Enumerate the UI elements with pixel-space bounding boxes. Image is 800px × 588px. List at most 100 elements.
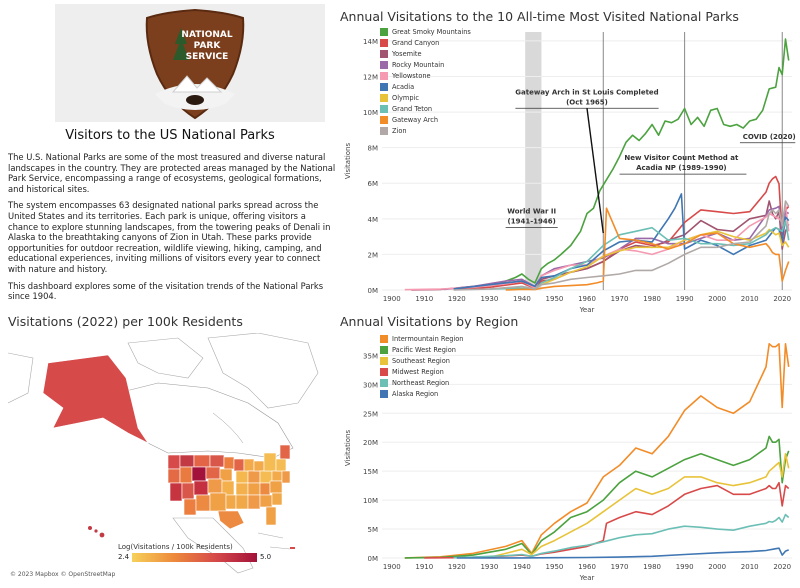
x-tick-label: 1970 <box>611 563 629 571</box>
y-tick-label: 10M <box>363 497 378 505</box>
y-tick-label: 2M <box>368 251 379 259</box>
logo-text-service: SERVICE <box>186 52 229 62</box>
series-line[interactable] <box>489 453 790 559</box>
series-line[interactable] <box>404 435 790 559</box>
nps-arrowhead-logo: NATIONAL PARK SERVICE <box>145 8 245 120</box>
top-legend-item[interactable]: Rocky Mountain <box>380 59 471 70</box>
bottom-legend-item[interactable]: Pacific West Region <box>380 344 463 355</box>
x-tick-label: 1990 <box>676 295 694 303</box>
legend-label: Rocky Mountain <box>392 60 445 69</box>
x-tick-label: 1930 <box>480 563 498 571</box>
series-line[interactable] <box>456 175 790 290</box>
series-line[interactable] <box>489 219 790 290</box>
legend-label: Intermountain Region <box>392 334 464 343</box>
map-credit: © 2023 Mapbox © OpenStreetMap <box>10 571 116 578</box>
x-axis-label: Year <box>579 574 595 582</box>
x-tick-label: 1940 <box>513 563 531 571</box>
legend-swatch <box>380 60 388 69</box>
map-canvas[interactable] <box>8 333 330 583</box>
top-legend-item[interactable]: Great Smoky Mountains <box>380 26 471 37</box>
top-line-chart[interactable]: 0M 2M 4M 6M 8M 10M 12M 14M 1900 1910 1920 1930 1940 1… <box>340 26 800 320</box>
series-line[interactable] <box>453 193 790 290</box>
map-title: Visitations (2022) per 100k Residents <box>8 314 243 329</box>
x-tick-label: 1980 <box>643 563 661 571</box>
legend-label: Yosemite <box>392 49 422 58</box>
series-line[interactable] <box>456 547 789 559</box>
y-tick-label: 0M <box>368 287 379 295</box>
series-line[interactable] <box>404 343 790 559</box>
top-legend-item[interactable]: Grand Canyon <box>380 37 471 48</box>
y-axis-label: Visitations <box>344 143 352 180</box>
annotation: New Visitor Count Method at Acadia NP (19… <box>619 154 747 175</box>
x-tick-label: 1910 <box>415 295 433 303</box>
annotation-text: Acadia NP (1989-1990) <box>636 164 727 172</box>
map-legend-min: 2.4 <box>118 553 130 561</box>
top-legend-item[interactable]: Zion <box>380 126 471 137</box>
legend-label: Grand Canyon <box>392 38 440 47</box>
series-line[interactable] <box>492 38 790 289</box>
legend-label: Zion <box>392 127 407 136</box>
series-line[interactable] <box>424 481 790 559</box>
annotation-text: New Visitor Count Method at <box>624 154 739 162</box>
series-line[interactable] <box>453 513 790 559</box>
y-tick-label: 8M <box>368 145 379 153</box>
x-tick-label: 2020 <box>773 563 791 571</box>
annotation: Gateway Arch in St Louis Completed (Oct 1… <box>515 88 659 234</box>
legend-label: Northeast Region <box>392 378 450 387</box>
legend-swatch <box>380 83 388 92</box>
legend-swatch <box>380 105 388 114</box>
y-tick-label: 10M <box>363 109 378 117</box>
bottom-legend-item[interactable]: Intermountain Region <box>380 333 463 344</box>
top-legend-item[interactable]: Acadia <box>380 81 471 92</box>
annotation-text: Gateway Arch in St Louis Completed <box>515 88 658 96</box>
x-tick-label: 1950 <box>546 563 564 571</box>
annotation: COVID (2020) <box>739 133 796 144</box>
x-tick-label: 2000 <box>708 563 726 571</box>
map-color-scale <box>132 553 257 562</box>
legend-label: Yellowstone <box>392 71 431 80</box>
choropleth-map[interactable] <box>8 333 330 583</box>
legend-label: Acadia <box>392 83 415 92</box>
legend-label: Grand Teton <box>392 105 433 114</box>
legend-swatch <box>380 378 388 387</box>
logo-text-park: PARK <box>194 41 222 51</box>
y-tick-label: 4M <box>368 216 379 224</box>
top-chart-title: Annual Visitations to the 10 All-time Mo… <box>340 9 739 24</box>
top-chart-legend[interactable]: Great Smoky Mountains Grand Canyon Yosemit… <box>380 26 471 137</box>
bottom-legend-item[interactable]: Midwest Region <box>380 366 463 377</box>
intro-paragraph-2: The system encompasses 63 designated nat… <box>8 200 331 274</box>
bottom-legend-item[interactable]: Northeast Region <box>380 377 463 388</box>
intro-text: The U.S. National Parks are some of the … <box>8 152 338 308</box>
bottom-line-chart[interactable]: 0M 5M 10M 15M 20M 25M 30M 35M 1900 1910 1920 1930 19… <box>340 332 800 588</box>
legend-swatch <box>380 94 388 103</box>
top-legend-item[interactable]: Yellowstone <box>380 70 471 81</box>
annotation-text: COVID (2020) <box>743 133 796 141</box>
legend-swatch <box>380 38 388 47</box>
x-tick-label: 2000 <box>708 295 726 303</box>
legend-swatch <box>380 390 388 399</box>
series-line[interactable] <box>515 228 790 291</box>
legend-label: Great Smoky Mountains <box>392 27 471 36</box>
bottom-legend-item[interactable]: Southeast Region <box>380 355 463 366</box>
x-axis-label: Year <box>579 306 595 314</box>
x-tick-label: 2010 <box>741 295 759 303</box>
top-legend-item[interactable]: Grand Teton <box>380 104 471 115</box>
top-legend-item[interactable]: Yosemite <box>380 48 471 59</box>
series-line[interactable] <box>505 207 790 291</box>
x-tick-label: 2010 <box>741 563 759 571</box>
x-tick-label: 1920 <box>448 563 466 571</box>
series-line[interactable] <box>453 200 790 291</box>
x-tick-label: 1940 <box>513 295 531 303</box>
x-tick-label: 1950 <box>546 295 564 303</box>
x-tick-label: 1970 <box>611 295 629 303</box>
bottom-legend-item[interactable]: Alaska Region <box>380 388 463 399</box>
annotation-text: (1941-1946) <box>508 217 556 225</box>
legend-swatch <box>380 334 388 343</box>
y-tick-label: 5M <box>368 526 379 534</box>
us-states[interactable] <box>167 444 291 530</box>
bottom-chart-legend[interactable]: Intermountain Region Pacific West Region S… <box>380 333 463 400</box>
top-legend-item[interactable]: Gateway Arch <box>380 115 471 126</box>
state-alaska[interactable] <box>42 354 149 444</box>
top-legend-item[interactable]: Olympic <box>380 93 471 104</box>
legend-label: Alaska Region <box>392 390 439 399</box>
